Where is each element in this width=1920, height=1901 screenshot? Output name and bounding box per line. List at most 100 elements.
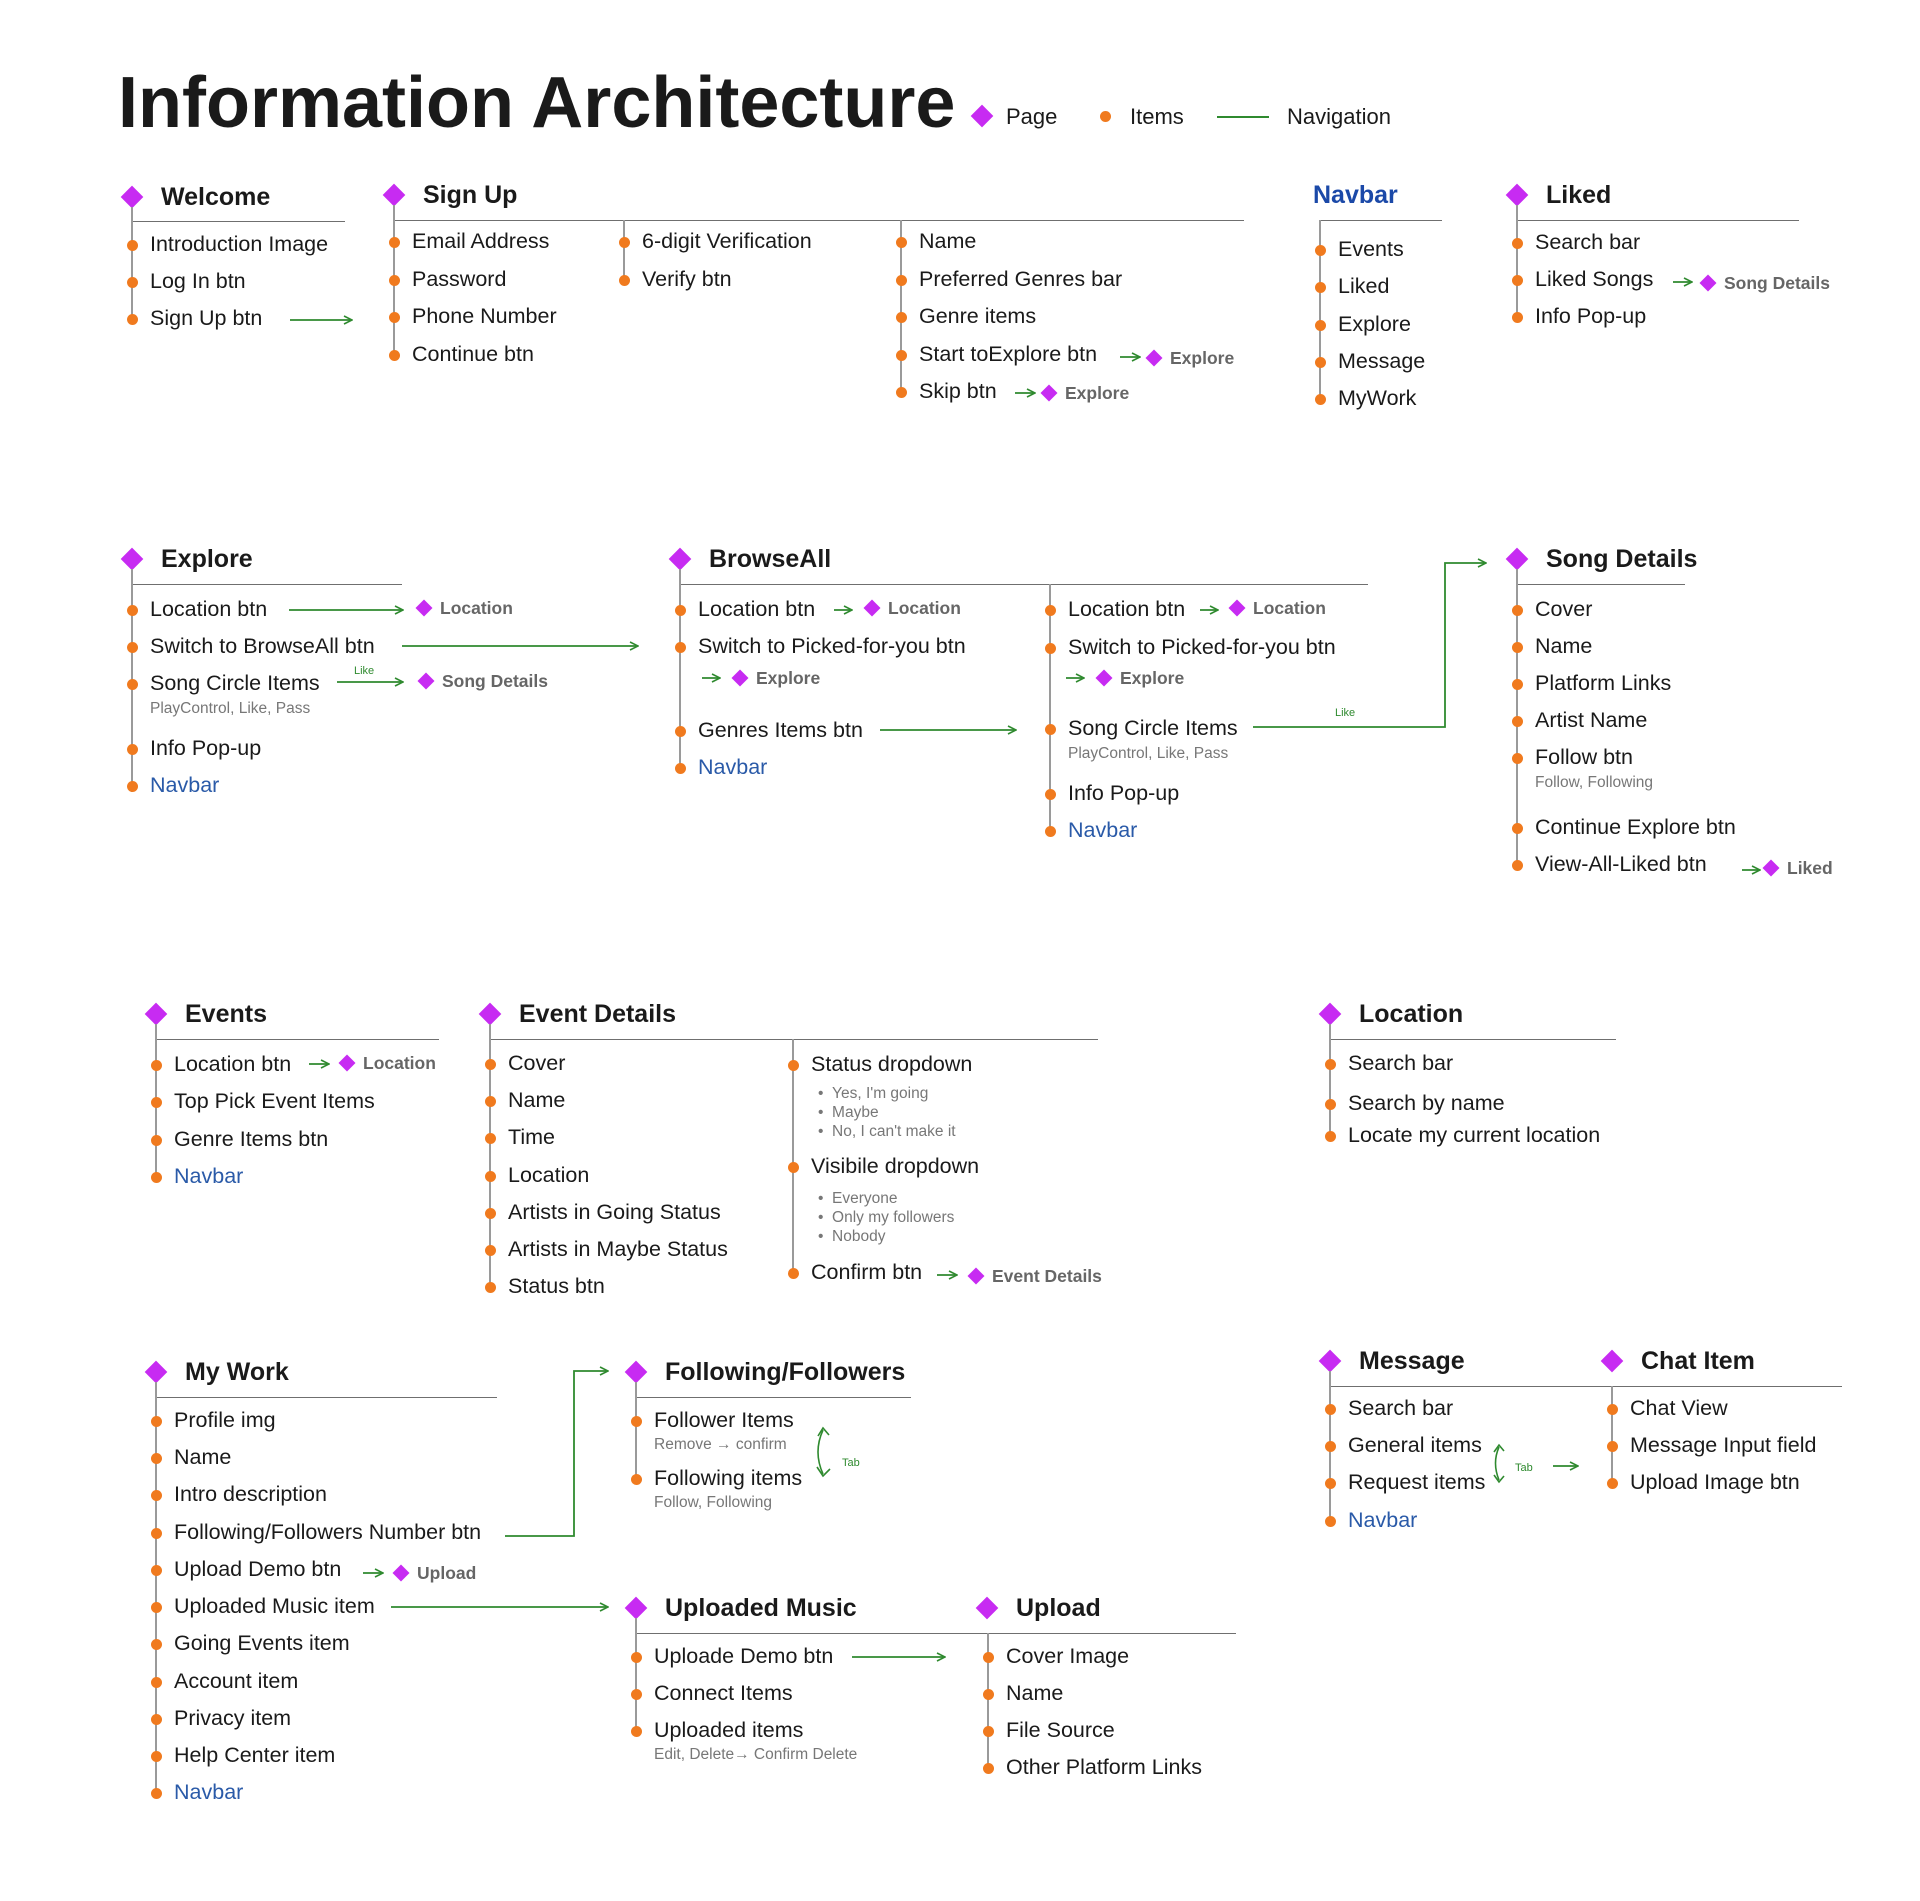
item-dot-icon bbox=[1325, 1441, 1336, 1452]
following-divider bbox=[636, 1397, 911, 1398]
item-dot-icon bbox=[1512, 642, 1523, 653]
chatitem-item: Message Input field bbox=[1630, 1433, 1817, 1457]
item-dot-icon bbox=[788, 1162, 799, 1173]
explore-target-location[interactable]: Location bbox=[440, 598, 513, 618]
explore-target-song-details[interactable]: Song Details bbox=[442, 671, 548, 691]
item-dot-icon bbox=[485, 1059, 496, 1070]
mywork-navbar-link[interactable]: Navbar bbox=[174, 1780, 244, 1804]
item-dot-icon bbox=[1512, 312, 1523, 323]
chatitem-title: Chat Item bbox=[1641, 1347, 1755, 1375]
status-option-text: No, I can't make it bbox=[832, 1123, 956, 1140]
item-dot-icon bbox=[151, 1677, 162, 1688]
eventdetails-item: Location bbox=[508, 1163, 590, 1187]
mywork-item: Following/Followers Number btn bbox=[174, 1520, 482, 1544]
browseall-spine-2 bbox=[1049, 584, 1051, 833]
item-dot-icon bbox=[127, 679, 138, 690]
item-dot-icon bbox=[151, 1172, 162, 1183]
status-option: • Maybe bbox=[818, 1104, 879, 1121]
signup-title: Sign Up bbox=[423, 181, 518, 209]
liked-divider bbox=[1517, 220, 1799, 221]
message-divider bbox=[1330, 1386, 1842, 1387]
liked-spine bbox=[1516, 205, 1518, 319]
eventdetails-item: Artists in Going Status bbox=[508, 1200, 721, 1224]
legend-items-dot-icon bbox=[1100, 111, 1111, 122]
explore-item-sub: PlayControl, Like, Pass bbox=[150, 700, 311, 717]
events-target-location[interactable]: Location bbox=[363, 1053, 436, 1073]
legend-navigation-label: Navigation bbox=[1287, 104, 1391, 129]
mywork-item: Help Center item bbox=[174, 1743, 336, 1767]
item-dot-icon bbox=[1607, 1478, 1618, 1489]
eventdetails-item: Status btn bbox=[508, 1274, 605, 1298]
item-dot-icon bbox=[1512, 605, 1523, 616]
item-dot-icon bbox=[788, 1268, 799, 1279]
browseall-navbar-link[interactable]: Navbar bbox=[1068, 818, 1138, 842]
upload-item: Other Platform Links bbox=[1006, 1755, 1202, 1779]
uploadedmusic-divider bbox=[636, 1633, 1236, 1634]
item-dot-icon bbox=[151, 1565, 162, 1576]
liked-item: Info Pop-up bbox=[1535, 304, 1647, 328]
events-navbar-link[interactable]: Navbar bbox=[174, 1164, 244, 1188]
message-tab-tag: Tab bbox=[1515, 1462, 1533, 1474]
item-dot-icon bbox=[675, 763, 686, 774]
browseall-navbar-link[interactable]: Navbar bbox=[698, 755, 768, 779]
mywork-divider bbox=[156, 1397, 497, 1398]
mywork-target-upload[interactable]: Upload bbox=[417, 1563, 477, 1583]
item-dot-icon bbox=[675, 605, 686, 616]
eventdetails-item: Cover bbox=[508, 1051, 566, 1075]
signup-spine-3 bbox=[900, 220, 902, 396]
upload-item: Cover Image bbox=[1006, 1644, 1130, 1668]
explore-item: Location btn bbox=[150, 597, 268, 621]
uploadedmusic-item: Connect Items bbox=[654, 1681, 793, 1705]
message-navbar-link[interactable]: Navbar bbox=[1348, 1508, 1418, 1532]
browseall-target-explore[interactable]: Explore bbox=[1120, 668, 1185, 688]
songdetails-title: Song Details bbox=[1546, 545, 1698, 573]
item-dot-icon bbox=[151, 1788, 162, 1799]
item-dot-icon bbox=[1512, 860, 1523, 871]
liked-target-song-details[interactable]: Song Details bbox=[1724, 273, 1830, 293]
browseall-divider bbox=[680, 584, 1368, 585]
item-dot-icon bbox=[389, 312, 400, 323]
uploadedmusic-title: Uploaded Music bbox=[665, 1594, 857, 1622]
item-dot-icon bbox=[1512, 716, 1523, 727]
item-dot-icon bbox=[151, 1453, 162, 1464]
item-dot-icon bbox=[1315, 320, 1326, 331]
songdetails-item-sub: Follow, Following bbox=[1535, 774, 1654, 791]
browseall-target-explore[interactable]: Explore bbox=[756, 668, 821, 688]
item-dot-icon bbox=[151, 1714, 162, 1725]
item-dot-icon bbox=[127, 314, 138, 325]
eventdetails-target[interactable]: Event Details bbox=[992, 1266, 1102, 1286]
location-item: Locate my current location bbox=[1348, 1123, 1601, 1147]
browseall-item: Switch to Picked-for-you btn bbox=[1068, 635, 1336, 659]
chatitem-item: Chat View bbox=[1630, 1396, 1728, 1420]
welcome-title: Welcome bbox=[161, 183, 271, 211]
browseall-target-location[interactable]: Location bbox=[888, 598, 961, 618]
signup-target-explore[interactable]: Explore bbox=[1170, 348, 1235, 368]
uploadedmusic-item: Uploaded items bbox=[654, 1718, 804, 1742]
location-title: Location bbox=[1359, 1000, 1464, 1028]
signup-target-explore[interactable]: Explore bbox=[1065, 383, 1130, 403]
item-dot-icon bbox=[127, 642, 138, 653]
arrow-mywork-following bbox=[505, 1371, 608, 1537]
songdetails-target-liked[interactable]: Liked bbox=[1787, 858, 1833, 878]
chatitem-spine bbox=[1611, 1386, 1613, 1486]
mywork-item: Name bbox=[174, 1445, 232, 1469]
liked-title: Liked bbox=[1546, 181, 1612, 209]
explore-navbar-link[interactable]: Navbar bbox=[150, 773, 220, 797]
navbar-spine bbox=[1319, 220, 1321, 403]
browseall-item: Info Pop-up bbox=[1068, 781, 1180, 805]
signup-spine-2 bbox=[623, 220, 625, 281]
item-dot-icon bbox=[151, 1135, 162, 1146]
explore-title: Explore bbox=[161, 545, 253, 573]
events-item: Top Pick Event Items bbox=[174, 1089, 375, 1113]
item-dot-icon bbox=[127, 781, 138, 792]
item-dot-icon bbox=[1315, 394, 1326, 405]
status-option-text: Yes, I'm going bbox=[832, 1085, 929, 1102]
item-dot-icon bbox=[485, 1282, 496, 1293]
browseall-target-location[interactable]: Location bbox=[1253, 598, 1326, 618]
item-dot-icon bbox=[1512, 753, 1523, 764]
welcome-item: Introduction Image bbox=[150, 232, 329, 256]
navbar-item: Message bbox=[1338, 349, 1426, 373]
legend-page-label: Page bbox=[1006, 104, 1058, 129]
explore-item: Song Circle Items bbox=[150, 671, 320, 695]
following-item: Following items bbox=[654, 1466, 803, 1490]
